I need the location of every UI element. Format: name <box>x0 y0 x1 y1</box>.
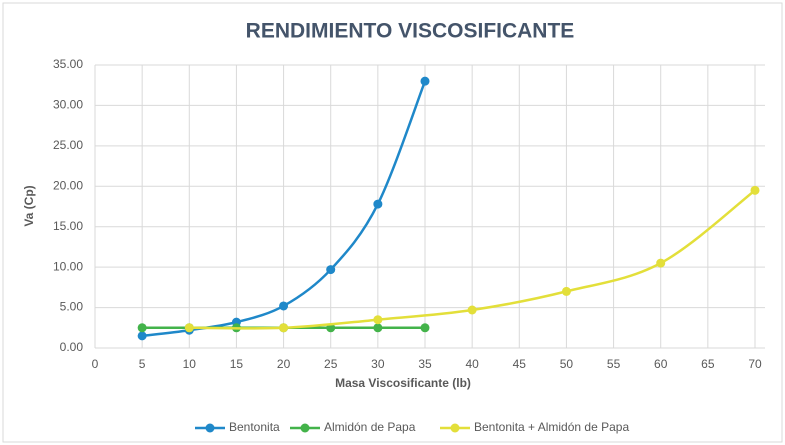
y-tick-label: 25.00 <box>53 138 83 152</box>
x-tick-label: 70 <box>748 357 762 371</box>
x-tick-label: 35 <box>418 357 432 371</box>
data-point <box>279 301 289 311</box>
y-axis-label: Va (Cp) <box>22 185 36 226</box>
x-tick-label: 50 <box>560 357 574 371</box>
data-point <box>420 76 430 86</box>
legend-marker <box>450 423 460 433</box>
legend-label: Bentonita + Almidón de Papa <box>474 420 629 434</box>
legend-label: Bentonita <box>229 420 280 434</box>
legend-marker <box>300 423 310 433</box>
y-tick-label: 30.00 <box>53 98 83 112</box>
x-tick-label: 40 <box>465 357 479 371</box>
data-point <box>373 315 383 325</box>
y-tick-label: 0.00 <box>60 340 84 354</box>
x-axis-label: Masa Viscosificante (lb) <box>335 376 471 390</box>
data-point <box>326 265 336 275</box>
data-point <box>184 323 194 333</box>
x-tick-label: 30 <box>371 357 385 371</box>
data-point <box>279 323 289 333</box>
x-tick-label: 45 <box>513 357 527 371</box>
x-tick-label: 15 <box>230 357 244 371</box>
data-point <box>750 185 760 195</box>
x-tick-label: 65 <box>701 357 715 371</box>
x-tick-label: 25 <box>324 357 338 371</box>
x-tick-label: 5 <box>139 357 146 371</box>
data-point <box>656 258 666 268</box>
y-tick-label: 5.00 <box>60 300 84 314</box>
x-tick-label: 10 <box>183 357 197 371</box>
x-tick-label: 0 <box>92 357 99 371</box>
legend-label: Almidón de Papa <box>324 420 416 434</box>
x-tick-label: 20 <box>277 357 291 371</box>
legend-marker <box>205 423 215 433</box>
data-point <box>373 323 383 333</box>
x-tick-label: 55 <box>607 357 621 371</box>
data-point <box>373 199 383 209</box>
data-point <box>467 305 477 315</box>
y-tick-label: 15.00 <box>53 219 83 233</box>
y-tick-label: 35.00 <box>53 57 83 71</box>
data-point <box>420 323 430 333</box>
data-point <box>137 331 147 341</box>
y-tick-label: 10.00 <box>53 259 83 273</box>
data-point <box>137 323 147 333</box>
chart-title: RENDIMIENTO VISCOSIFICANTE <box>246 20 575 43</box>
y-tick-label: 20.00 <box>53 178 83 192</box>
x-tick-label: 60 <box>654 357 668 371</box>
data-point <box>561 286 571 296</box>
